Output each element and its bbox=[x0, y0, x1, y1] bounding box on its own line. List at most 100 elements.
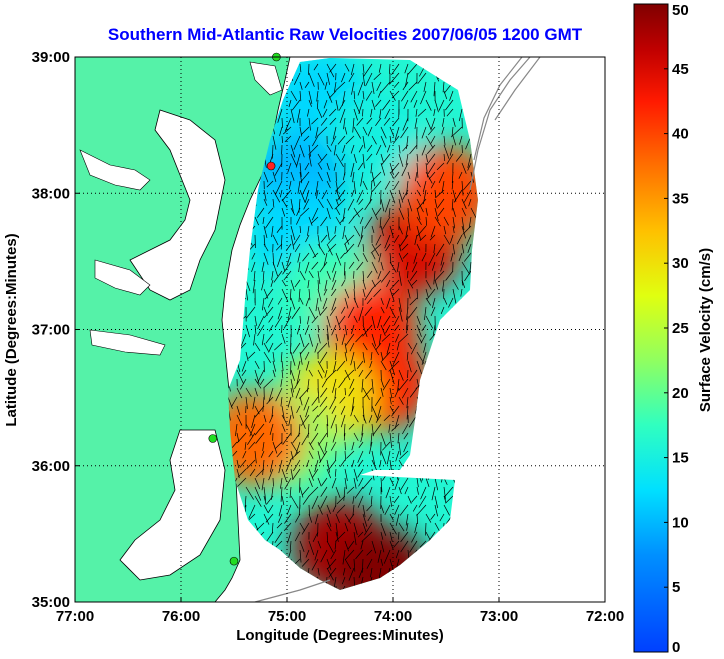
velocity-vector bbox=[254, 477, 261, 490]
velocity-vector bbox=[247, 432, 256, 445]
velocity-vector bbox=[272, 351, 275, 362]
velocity-vector bbox=[272, 198, 275, 208]
velocity-vector bbox=[434, 189, 437, 198]
velocity-vector bbox=[443, 234, 451, 245]
velocity-region-1 bbox=[323, 90, 420, 187]
velocity-vector bbox=[421, 324, 427, 332]
velocity-vector bbox=[307, 279, 310, 289]
velocity-vector bbox=[373, 72, 382, 80]
velocity-vector bbox=[346, 450, 355, 459]
velocity-vector bbox=[353, 558, 356, 572]
velocity-vector bbox=[344, 540, 349, 552]
velocity-vector bbox=[248, 351, 256, 359]
velocity-vector bbox=[350, 63, 355, 76]
velocity-vector bbox=[414, 234, 418, 245]
velocity-vector bbox=[434, 495, 439, 509]
velocity-vector bbox=[304, 189, 310, 203]
velocity-vector bbox=[401, 90, 409, 102]
velocity-vector bbox=[317, 504, 323, 515]
velocity-vector bbox=[384, 180, 391, 190]
velocity-vector bbox=[293, 135, 301, 150]
velocity-vector bbox=[245, 423, 254, 437]
velocity-vector bbox=[307, 423, 310, 438]
velocity-vector bbox=[446, 153, 454, 165]
velocity-vector bbox=[382, 216, 391, 230]
velocity-vector bbox=[308, 486, 319, 497]
velocity-vector bbox=[305, 549, 310, 558]
velocity-vector bbox=[389, 261, 397, 273]
velocity-vector bbox=[463, 252, 472, 262]
velocity-vector bbox=[426, 288, 436, 300]
velocity-vector bbox=[308, 216, 313, 226]
velocity-blobs bbox=[228, 58, 478, 590]
velocity-vector bbox=[345, 333, 355, 346]
velocity-vector bbox=[389, 279, 400, 290]
velocity-vector bbox=[434, 207, 439, 221]
velocity-vector bbox=[281, 414, 288, 425]
velocity-vector bbox=[374, 396, 382, 407]
velocity-vector bbox=[293, 459, 301, 472]
velocity-vector bbox=[370, 567, 373, 578]
velocity-vector bbox=[362, 72, 366, 86]
velocity-vector bbox=[277, 306, 283, 320]
velocity-vector bbox=[362, 126, 368, 136]
velocity-vector bbox=[369, 441, 373, 454]
velocity-vector bbox=[361, 423, 364, 436]
velocity-vector bbox=[417, 198, 427, 210]
velocity-vector bbox=[358, 144, 364, 153]
velocity-vector bbox=[406, 351, 409, 361]
velocity-vector bbox=[335, 252, 342, 266]
velocity-vector bbox=[339, 459, 346, 467]
velocity-vector bbox=[281, 495, 285, 506]
velocity-vector bbox=[305, 360, 310, 371]
velocity-vector bbox=[290, 387, 294, 398]
velocity-vector bbox=[317, 153, 322, 161]
velocity-vector bbox=[414, 117, 418, 130]
y-tick-label: 35:00 bbox=[32, 594, 70, 611]
velocity-vector bbox=[380, 162, 386, 176]
velocity-vector bbox=[416, 189, 422, 197]
velocity-vector bbox=[361, 531, 373, 542]
velocity-vector bbox=[344, 450, 347, 461]
velocity-vector bbox=[353, 180, 356, 194]
velocity-vector bbox=[409, 270, 418, 281]
velocity-vector bbox=[344, 369, 351, 381]
velocity-vector bbox=[303, 396, 310, 411]
velocity-vector bbox=[330, 441, 337, 451]
velocity-vector bbox=[339, 216, 346, 224]
velocity-vector bbox=[429, 333, 436, 341]
velocity-vector bbox=[341, 72, 346, 83]
velocity-vector bbox=[389, 540, 394, 550]
velocity-vector bbox=[299, 387, 310, 399]
velocity-vector bbox=[322, 297, 328, 310]
velocity-vector bbox=[445, 495, 454, 504]
velocity-vector bbox=[357, 531, 364, 538]
velocity-vector bbox=[386, 144, 391, 153]
velocity-vector bbox=[326, 423, 329, 438]
velocity-vector bbox=[371, 261, 378, 274]
velocity-vector bbox=[263, 198, 268, 206]
velocity-vector bbox=[299, 540, 305, 552]
velocity-vector bbox=[328, 108, 337, 117]
velocity-vector bbox=[394, 387, 400, 398]
velocity-vector bbox=[335, 216, 342, 226]
velocity-vector bbox=[317, 477, 322, 487]
velocity-vector bbox=[433, 108, 436, 116]
velocity-vector bbox=[261, 333, 265, 346]
velocity-vector bbox=[269, 423, 274, 435]
velocity-vector bbox=[308, 468, 314, 481]
velocity-vector bbox=[299, 522, 306, 532]
velocity-vector bbox=[263, 171, 269, 183]
velocity-vector bbox=[353, 90, 356, 100]
velocity-vector bbox=[413, 252, 418, 264]
velocity-vector bbox=[299, 414, 306, 429]
velocity-vector bbox=[254, 378, 262, 389]
velocity-vector bbox=[364, 306, 373, 316]
velocity-vector bbox=[380, 558, 384, 566]
velocity-vector bbox=[337, 189, 346, 201]
velocity-vector bbox=[468, 216, 472, 229]
colorbar-tick-label: 20 bbox=[672, 385, 689, 402]
velocity-vector bbox=[371, 243, 380, 257]
velocity-vector bbox=[336, 360, 346, 372]
velocity-vector bbox=[342, 567, 346, 576]
